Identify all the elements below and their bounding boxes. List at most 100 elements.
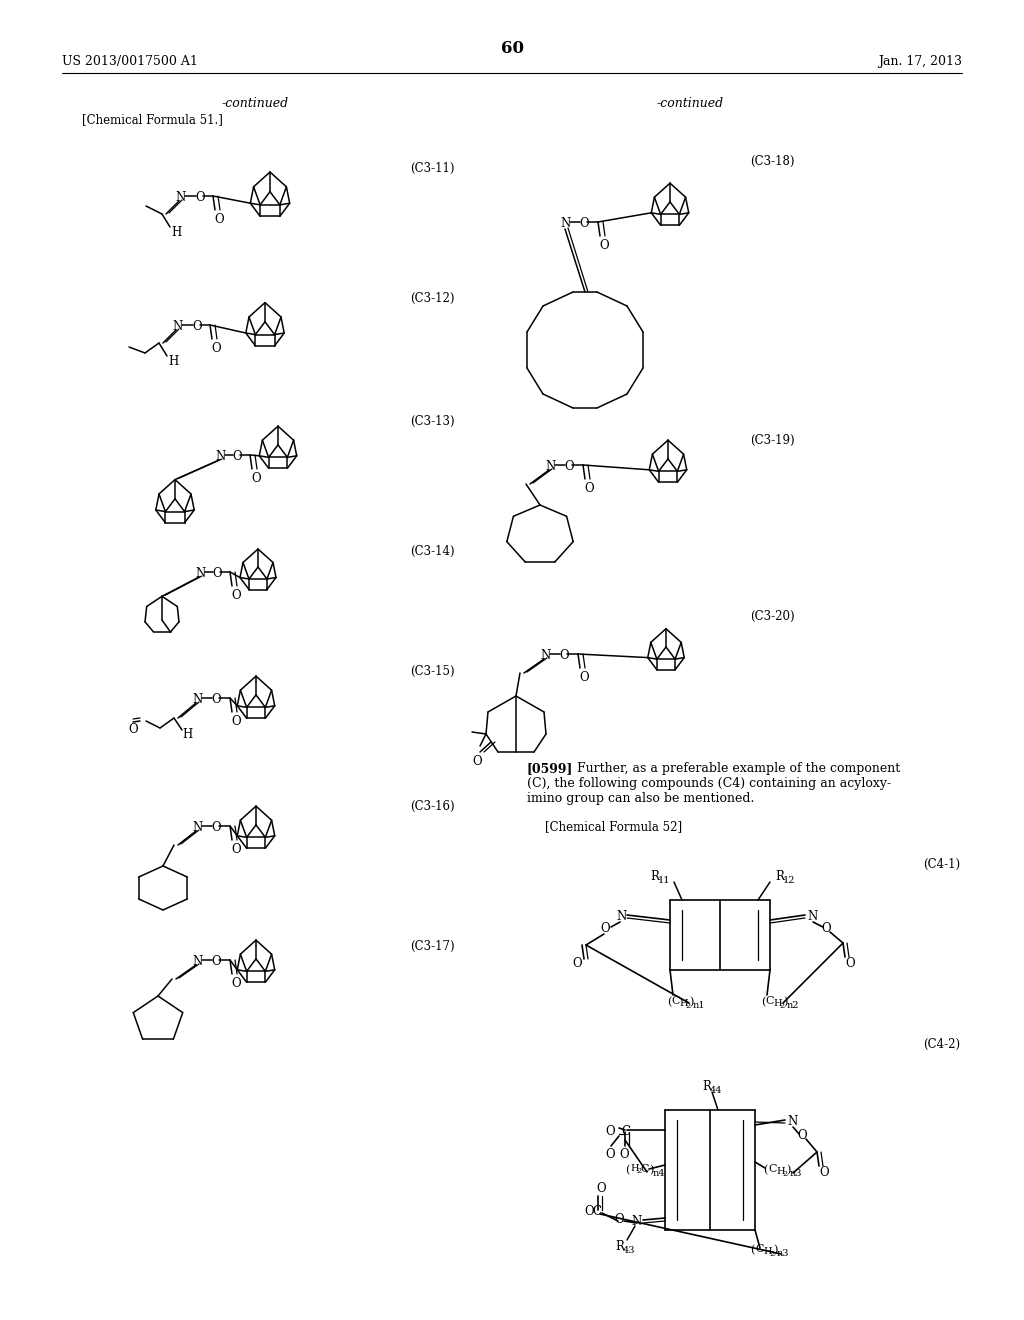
- Text: -continued: -continued: [221, 96, 289, 110]
- Text: 2: 2: [779, 1002, 784, 1010]
- Text: 44: 44: [710, 1086, 723, 1096]
- Text: 2: 2: [685, 1002, 690, 1010]
- Text: O: O: [600, 921, 609, 935]
- Text: (C3-12): (C3-12): [411, 292, 455, 305]
- Text: O: O: [251, 473, 261, 484]
- Text: N: N: [787, 1115, 798, 1129]
- Text: H: H: [763, 1247, 772, 1257]
- Text: N: N: [540, 649, 550, 663]
- Text: (C3-14): (C3-14): [411, 545, 455, 558]
- Text: O: O: [193, 319, 202, 333]
- Text: n3: n3: [777, 1249, 790, 1258]
- Text: [0599]: [0599]: [527, 762, 573, 775]
- Text: (C3-11): (C3-11): [411, 162, 455, 176]
- Text: 12: 12: [783, 876, 796, 884]
- Text: -continued: -continued: [656, 96, 724, 110]
- Text: ): ): [786, 1166, 791, 1175]
- Text: C: C: [640, 1164, 648, 1173]
- Text: (C4-2): (C4-2): [923, 1038, 961, 1051]
- Text: N: N: [175, 191, 185, 205]
- Text: H: H: [171, 226, 181, 239]
- Text: O: O: [211, 342, 220, 355]
- Text: O: O: [797, 1129, 807, 1142]
- Text: O: O: [211, 954, 220, 968]
- Text: C: C: [592, 1205, 601, 1218]
- Text: (C3-13): (C3-13): [411, 414, 455, 428]
- Text: N: N: [616, 909, 627, 923]
- Text: [Chemical Formula 51.]: [Chemical Formula 51.]: [82, 114, 223, 125]
- Text: O: O: [214, 213, 223, 226]
- Text: n3: n3: [790, 1170, 803, 1177]
- Text: O: O: [231, 843, 241, 855]
- Text: O: O: [579, 216, 589, 230]
- Text: H: H: [679, 999, 688, 1008]
- Text: C: C: [671, 997, 680, 1006]
- Text: C: C: [621, 1125, 630, 1138]
- Text: O: O: [599, 239, 608, 252]
- Text: N: N: [172, 319, 182, 333]
- Text: (C3-20): (C3-20): [751, 610, 795, 623]
- Text: n1: n1: [693, 1001, 706, 1010]
- Text: H: H: [182, 729, 193, 741]
- Text: H: H: [773, 999, 781, 1008]
- Text: O: O: [211, 821, 220, 834]
- Text: US 2013/0017500 A1: US 2013/0017500 A1: [62, 55, 198, 69]
- Text: 2: 2: [782, 1170, 787, 1177]
- Text: n2: n2: [787, 1001, 800, 1010]
- Text: 2: 2: [769, 1250, 774, 1258]
- Text: N: N: [193, 693, 203, 706]
- Text: O: O: [819, 1166, 828, 1179]
- Text: N: N: [807, 909, 817, 923]
- Text: O: O: [231, 715, 241, 729]
- Text: (: (: [763, 1166, 767, 1175]
- Text: (: (: [667, 997, 672, 1007]
- Text: (: (: [625, 1166, 630, 1175]
- Text: n4: n4: [653, 1170, 666, 1177]
- Text: O: O: [845, 957, 855, 970]
- Text: O: O: [584, 482, 594, 495]
- Text: R: R: [650, 870, 658, 883]
- Text: O: O: [559, 649, 568, 663]
- Text: (C3-15): (C3-15): [411, 665, 455, 678]
- Text: O: O: [195, 191, 205, 205]
- Text: C: C: [755, 1243, 764, 1254]
- Text: ): ): [649, 1166, 653, 1175]
- Text: O: O: [232, 450, 242, 463]
- Text: (C4-1): (C4-1): [923, 858, 961, 871]
- Text: imino group can also be mentioned.: imino group can also be mentioned.: [527, 792, 755, 805]
- Text: [Chemical Formula 52]: [Chemical Formula 52]: [545, 820, 682, 833]
- Text: O: O: [579, 671, 589, 684]
- Text: 60: 60: [501, 40, 523, 57]
- Text: O: O: [472, 755, 481, 768]
- Text: ): ): [783, 997, 787, 1007]
- Text: O: O: [584, 1205, 594, 1218]
- Text: 11: 11: [658, 876, 671, 884]
- Text: N: N: [560, 216, 570, 230]
- Text: H: H: [630, 1164, 639, 1173]
- Text: (C3-16): (C3-16): [411, 800, 455, 813]
- Text: (: (: [761, 997, 765, 1007]
- Text: H: H: [776, 1167, 784, 1176]
- Text: 2: 2: [636, 1167, 641, 1175]
- Text: N: N: [193, 821, 203, 834]
- Text: O: O: [564, 459, 573, 473]
- Text: O: O: [128, 723, 137, 737]
- Text: (C3-17): (C3-17): [411, 940, 455, 953]
- Text: R: R: [702, 1080, 711, 1093]
- Text: N: N: [545, 459, 555, 473]
- Text: O: O: [605, 1125, 614, 1138]
- Text: O: O: [572, 957, 582, 970]
- Text: R: R: [775, 870, 784, 883]
- Text: N: N: [193, 954, 203, 968]
- Text: (C3-19): (C3-19): [751, 434, 795, 447]
- Text: H: H: [168, 355, 178, 368]
- Text: Further, as a preferable example of the component: Further, as a preferable example of the …: [577, 762, 900, 775]
- Text: O: O: [212, 568, 221, 579]
- Text: N: N: [215, 450, 225, 463]
- Text: ): ): [689, 997, 693, 1007]
- Text: O: O: [618, 1148, 629, 1162]
- Text: O: O: [614, 1213, 624, 1226]
- Text: O: O: [211, 693, 220, 706]
- Text: Jan. 17, 2013: Jan. 17, 2013: [878, 55, 962, 69]
- Text: 43: 43: [623, 1246, 636, 1255]
